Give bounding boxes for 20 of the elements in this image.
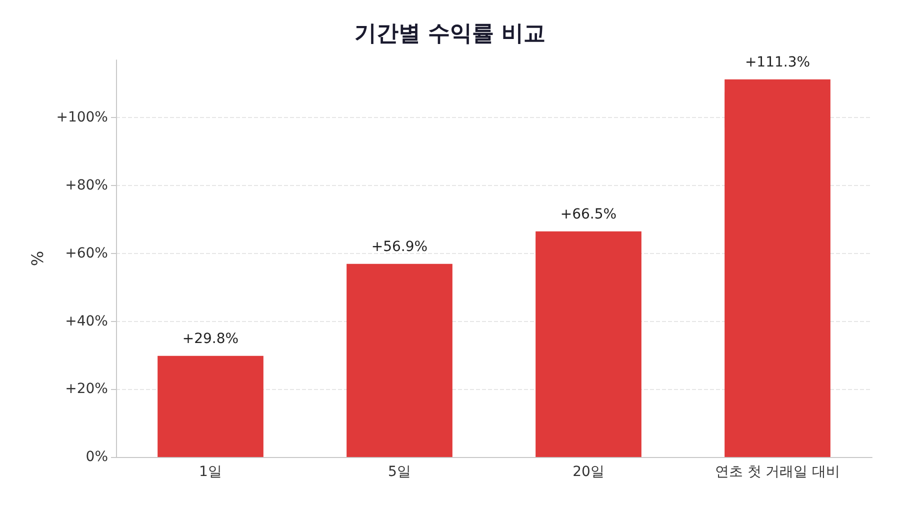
x-tick-label: 5일: [388, 464, 411, 480]
bar: [158, 356, 264, 457]
y-tick-label: +100%: [56, 110, 108, 126]
x-tick-label: 연초 첫 거래일 대비: [714, 464, 840, 480]
x-tick-label: 1일: [199, 464, 222, 480]
y-tick-label: +60%: [65, 245, 108, 262]
bar: [724, 79, 830, 457]
x-tick-label: 20일: [572, 464, 604, 480]
data-label: +29.8%: [182, 330, 239, 347]
bar: [346, 264, 452, 457]
data-label: +56.9%: [371, 238, 428, 255]
data-label: +66.5%: [560, 206, 617, 222]
data-label: +111.3%: [744, 54, 810, 70]
bar: [536, 231, 642, 457]
chart-title: 기간별 수익률 비교: [354, 22, 546, 46]
y-tick-label: +20%: [65, 381, 108, 398]
y-tick-label: +40%: [65, 313, 108, 330]
y-axis-title: %: [28, 250, 47, 266]
y-tick-label: 0%: [86, 449, 108, 465]
y-tick-label: +80%: [65, 178, 108, 194]
